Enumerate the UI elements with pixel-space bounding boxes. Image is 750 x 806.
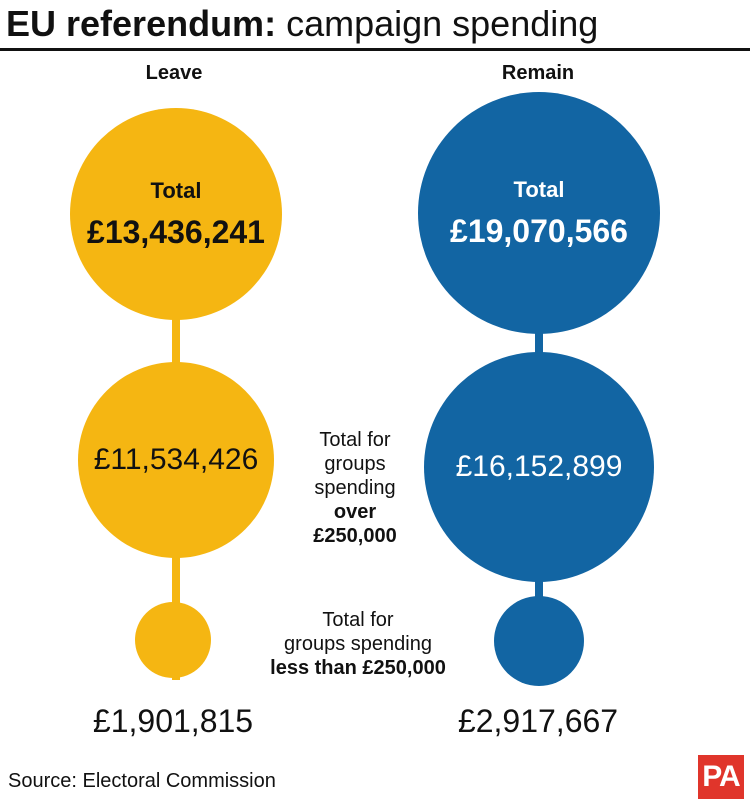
leave-total-label: Total bbox=[150, 178, 202, 203]
under-annotation-line-3-text: less than £250,000 bbox=[270, 657, 446, 679]
pa-logo: PA bbox=[698, 755, 744, 799]
over-annotation-line-1: Total for bbox=[319, 429, 391, 451]
remain-column-heading: Remain bbox=[501, 62, 575, 84]
over-annotation-line-5: £250,000 bbox=[285, 524, 425, 548]
remain-under-250k-circle bbox=[494, 596, 584, 686]
chart-title-bold: EU referendum: bbox=[6, 3, 277, 44]
under-annotation-line-1: Total for bbox=[322, 609, 394, 631]
over-annotation-line-4-text: over bbox=[333, 501, 377, 523]
over-annotation-line-2: groups bbox=[324, 453, 386, 475]
over-annotation-line-4: over bbox=[285, 500, 425, 524]
chart-title-rest: campaign spending bbox=[276, 3, 599, 44]
over-annotation-line-5-text: £250,000 bbox=[313, 525, 397, 547]
leave-over-250k-circle: £11,534,426 bbox=[78, 362, 274, 558]
remain-total-value: £19,070,566 bbox=[450, 213, 628, 249]
leave-total-circle: Total £13,436,241 bbox=[70, 108, 282, 320]
remain-over-250k-value: £16,152,899 bbox=[455, 450, 623, 483]
leave-under-250k-circle bbox=[135, 602, 211, 678]
under-250k-annotation: Total for groups spending less than £250… bbox=[238, 608, 478, 680]
remain-total-label: Total bbox=[513, 177, 565, 202]
leave-column-heading: Leave bbox=[145, 62, 203, 84]
leave-under-250k-value: £1,901,815 bbox=[92, 703, 254, 739]
remain-over-250k-circle: £16,152,899 bbox=[424, 352, 654, 582]
remain-under-250k-value: £2,917,667 bbox=[457, 703, 619, 739]
remain-total-circle: Total £19,070,566 bbox=[418, 92, 660, 334]
under-annotation-line-3: less than £250,000 bbox=[238, 656, 478, 680]
leave-total-value: £13,436,241 bbox=[87, 214, 265, 250]
source-note: Source: Electoral Commission bbox=[8, 770, 276, 792]
title-rule bbox=[0, 48, 750, 51]
leave-over-250k-value: £11,534,426 bbox=[93, 443, 259, 476]
chart-title: EU referendum: campaign spending bbox=[6, 2, 598, 46]
over-annotation-line-3: spending bbox=[314, 477, 396, 499]
under-annotation-line-2: groups spending bbox=[284, 633, 432, 655]
over-250k-annotation: Total for groups spending over £250,000 bbox=[285, 428, 425, 548]
